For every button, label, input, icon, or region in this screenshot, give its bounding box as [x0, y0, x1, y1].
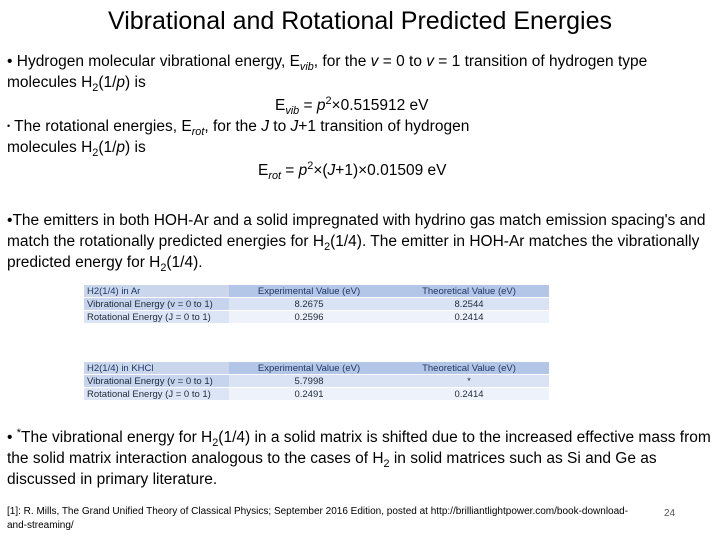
bullet-marker: • [7, 121, 11, 131]
table-cell: 0.2414 [389, 310, 549, 324]
footnote-star: * [16, 426, 21, 439]
bullet-solid-matrix-note: • *The vibrational energy for H2(1/4) in… [7, 426, 711, 488]
table-header-cell: Experimental Value (eV) [229, 362, 389, 375]
table-cell: Rotational Energy (J = 0 to 1) [84, 387, 229, 401]
table-header-cell: Theoretical Value (eV) [389, 362, 549, 375]
table-cell: 0.2414 [389, 387, 549, 401]
table-header-cell: Theoretical Value (eV) [389, 285, 549, 298]
table-row: Vibrational Energy (v = 0 to 1) 8.2675 8… [84, 297, 549, 311]
table-header-cell: Experimental Value (eV) [229, 285, 389, 298]
table-row: Rotational Energy (J = 0 to 1) 0.2596 0.… [84, 310, 549, 324]
table-cell: 8.2675 [229, 297, 389, 311]
table-h2-in-ar: H2(1/4) in Ar Experimental Value (eV) Th… [84, 285, 549, 324]
table-row: Rotational Energy (J = 0 to 1) 0.2491 0.… [84, 387, 549, 401]
bullet-emitters: •The emitters in both HOH-Ar and a solid… [7, 212, 706, 275]
equation-rotational: Erot = p2×(J+1)×0.01509 eV [258, 159, 447, 183]
page-number: 24 [664, 508, 676, 519]
table-cell: 8.2544 [389, 297, 549, 311]
bullet-vibrational-energy: • Hydrogen molecular vibrational energy,… [7, 53, 648, 95]
table-cell: * [389, 374, 549, 388]
table-cell: Rotational Energy (J = 0 to 1) [84, 310, 229, 324]
table-cell: Vibrational Energy (v = 0 to 1) [84, 374, 229, 388]
table-header-row: H2(1/4) in Ar Experimental Value (eV) Th… [84, 285, 549, 298]
table-header-cell: H2(1/4) in KHCl [84, 362, 229, 375]
table-cell: 0.2491 [229, 387, 389, 401]
slide-title: Vibrational and Rotational Predicted Ene… [107, 7, 613, 35]
table-header-cell: H2(1/4) in Ar [84, 285, 229, 298]
table-cell: 0.2596 [229, 310, 389, 324]
reference-footnote: [1]: R. Mills, The Grand Unified Theory … [7, 506, 629, 531]
bullet-marker: • [7, 429, 13, 446]
table-header-row: H2(1/4) in KHCl Experimental Value (eV) … [84, 362, 549, 375]
bullet-rotational-energy: • The rotational energies, Erot, for the… [7, 118, 470, 160]
table-h2-in-khcl: H2(1/4) in KHCl Experimental Value (eV) … [84, 362, 549, 401]
table-cell: Vibrational Energy (v = 0 to 1) [84, 297, 229, 311]
bullet-marker: • [7, 53, 13, 70]
bullet-marker: • [7, 212, 13, 229]
equation-vibrational: Evib = p2×0.515912 eV [275, 94, 429, 118]
table-row: Vibrational Energy (v = 0 to 1) 5.7998 * [84, 374, 549, 388]
table-cell: 5.7998 [229, 374, 389, 388]
